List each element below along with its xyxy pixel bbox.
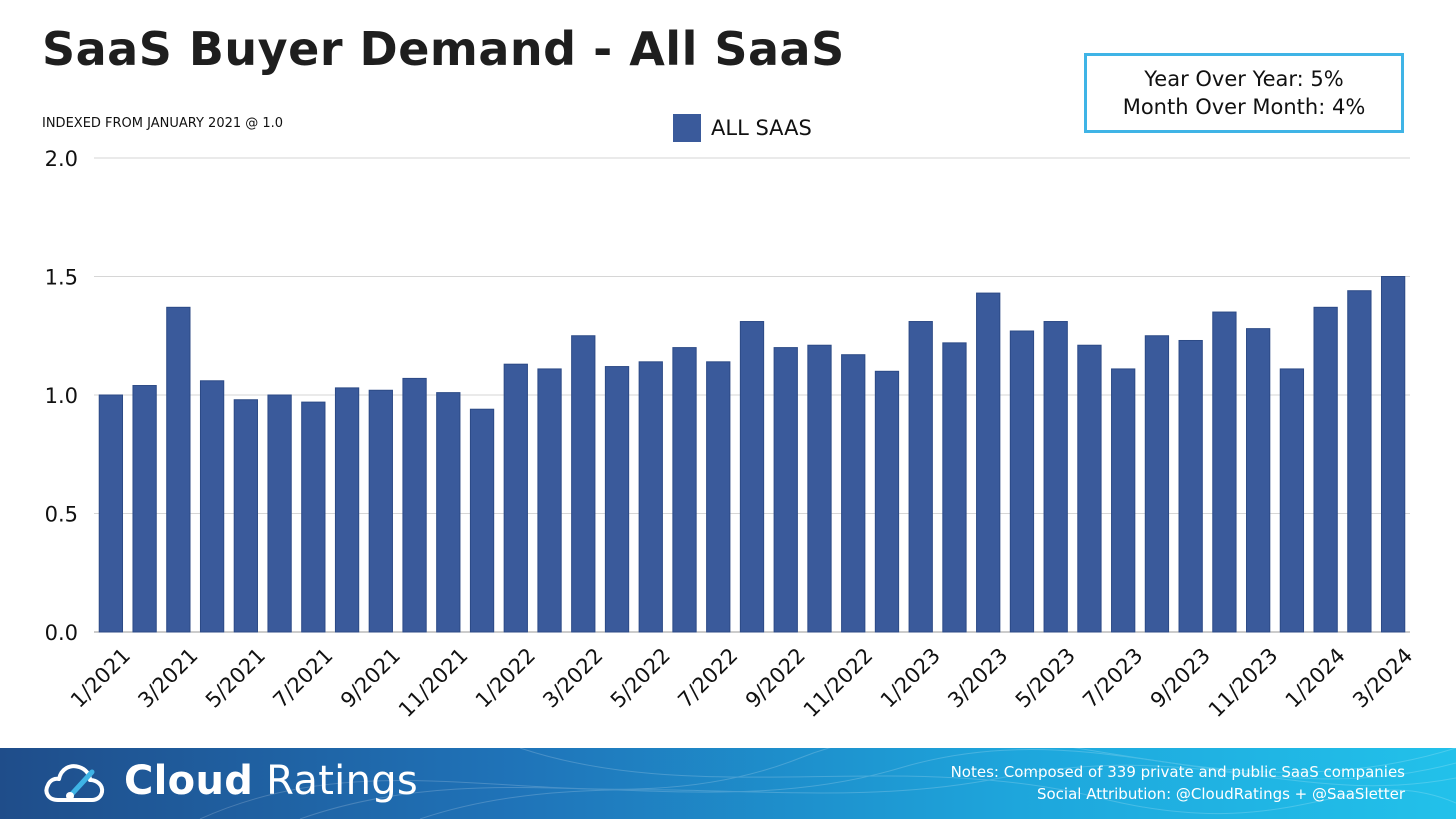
chart-title: SaaS Buyer Demand - All SaaS bbox=[42, 22, 845, 76]
bar-3-2023 bbox=[976, 292, 1001, 633]
yoy-stat: Year Over Year: 5% bbox=[1144, 67, 1344, 91]
legend-swatch bbox=[673, 114, 701, 142]
x-tick-label: 1/2024 bbox=[1281, 643, 1350, 712]
x-tick-label: 11/2021 bbox=[394, 643, 473, 722]
x-tick-label: 7/2022 bbox=[673, 643, 742, 712]
bar-10-2021 bbox=[402, 377, 427, 633]
legend-label: ALL SAAS bbox=[711, 116, 812, 140]
bar-5-2021 bbox=[233, 399, 258, 633]
notes-line-1: Notes: Composed of 339 private and publi… bbox=[950, 763, 1405, 781]
bar-3-2022 bbox=[571, 335, 596, 633]
bar-4-2021 bbox=[199, 380, 225, 633]
notes-line-2: Social Attribution: @CloudRatings + @Saa… bbox=[1036, 785, 1405, 803]
x-tick-label: 3/2021 bbox=[133, 643, 202, 712]
bar-9-2023 bbox=[1178, 339, 1203, 633]
x-tick-label: 1/2021 bbox=[66, 643, 135, 712]
bar-2-2022 bbox=[537, 368, 562, 633]
brand-name-bold: Cloud bbox=[124, 758, 254, 804]
mom-stat: Month Over Month: 4% bbox=[1122, 95, 1366, 119]
x-tick-label: 9/2023 bbox=[1146, 643, 1215, 712]
x-tick-label: 1/2022 bbox=[471, 643, 540, 712]
bar-12-2023 bbox=[1279, 368, 1305, 633]
y-tick-label: 0.0 bbox=[45, 621, 78, 645]
bar-1-2022 bbox=[503, 363, 528, 633]
bar-6-2021 bbox=[267, 394, 292, 633]
bar-12-2021 bbox=[469, 408, 495, 633]
bar-1-2021 bbox=[98, 394, 124, 633]
y-tick-label: 2.0 bbox=[45, 147, 78, 171]
bar-6-2022 bbox=[672, 347, 697, 633]
bar-4-2023 bbox=[1009, 330, 1035, 633]
x-tick-label: 5/2023 bbox=[1011, 643, 1080, 712]
cloud-gauge-icon bbox=[44, 764, 105, 802]
footer-banner: Cloud Ratings Notes: Composed of 339 pri… bbox=[0, 748, 1456, 819]
x-tick-label: 3/2024 bbox=[1348, 643, 1417, 712]
x-tick-label: 3/2023 bbox=[943, 643, 1012, 712]
bar-5-2023 bbox=[1043, 321, 1068, 633]
bar-6-2023 bbox=[1077, 344, 1102, 633]
x-tick-label: 1/2023 bbox=[876, 643, 945, 712]
stats-box: Year Over Year: 5% Month Over Month: 4% bbox=[1084, 53, 1404, 133]
x-tick-label: 7/2023 bbox=[1078, 643, 1147, 712]
bar-4-2022 bbox=[604, 366, 630, 633]
x-tick-label: 5/2022 bbox=[606, 643, 675, 712]
bar-5-2022 bbox=[638, 361, 663, 633]
bar-12-2022 bbox=[874, 370, 900, 633]
bar-11-2022 bbox=[841, 354, 866, 633]
brand-logo: Cloud Ratings bbox=[40, 756, 418, 806]
bar-1-2023 bbox=[908, 321, 933, 633]
bar-10-2023 bbox=[1212, 311, 1237, 633]
footer-notes: Notes: Composed of 339 private and publi… bbox=[951, 761, 1405, 805]
bar-9-2022 bbox=[773, 347, 798, 633]
bar-8-2021 bbox=[334, 387, 360, 633]
y-tick-label: 1.5 bbox=[45, 266, 78, 290]
bar-7-2022 bbox=[706, 361, 731, 633]
bar-11-2023 bbox=[1246, 328, 1271, 633]
x-tick-label: 3/2022 bbox=[538, 643, 607, 712]
brand-name-light: Ratings bbox=[266, 758, 419, 804]
y-tick-label: 0.5 bbox=[45, 503, 78, 527]
x-tick-label: 9/2021 bbox=[336, 643, 405, 712]
bar-2-2024 bbox=[1347, 290, 1372, 633]
x-tick-label: 7/2021 bbox=[268, 643, 337, 712]
bar-3-2021 bbox=[166, 306, 191, 633]
brand-name: Cloud Ratings bbox=[124, 758, 418, 804]
bar-9-2021 bbox=[368, 389, 393, 633]
x-tick-label: 9/2022 bbox=[741, 643, 810, 712]
bar-chart: 0.00.51.01.52.01/20213/20215/20217/20219… bbox=[45, 147, 1418, 722]
bar-8-2023 bbox=[1144, 335, 1170, 633]
x-tick-label: 5/2021 bbox=[201, 643, 270, 712]
bar-11-2021 bbox=[436, 392, 461, 633]
bar-8-2022 bbox=[739, 321, 765, 633]
bar-2-2023 bbox=[942, 342, 967, 633]
x-tick-label: 11/2023 bbox=[1204, 643, 1283, 722]
chart-legend: ALL SAAS bbox=[673, 114, 812, 142]
bar-3-2024 bbox=[1380, 276, 1406, 633]
x-tick-label: 11/2022 bbox=[799, 643, 878, 722]
bar-7-2021 bbox=[301, 401, 326, 633]
bar-7-2023 bbox=[1111, 368, 1136, 633]
y-tick-label: 1.0 bbox=[45, 384, 78, 408]
bar-1-2024 bbox=[1313, 306, 1338, 633]
bar-2-2021 bbox=[132, 385, 157, 633]
chart-subtitle: INDEXED FROM JANUARY 2021 @ 1.0 bbox=[42, 116, 284, 131]
footer-swirl-pattern bbox=[199, 748, 1456, 819]
bar-10-2022 bbox=[807, 344, 832, 633]
